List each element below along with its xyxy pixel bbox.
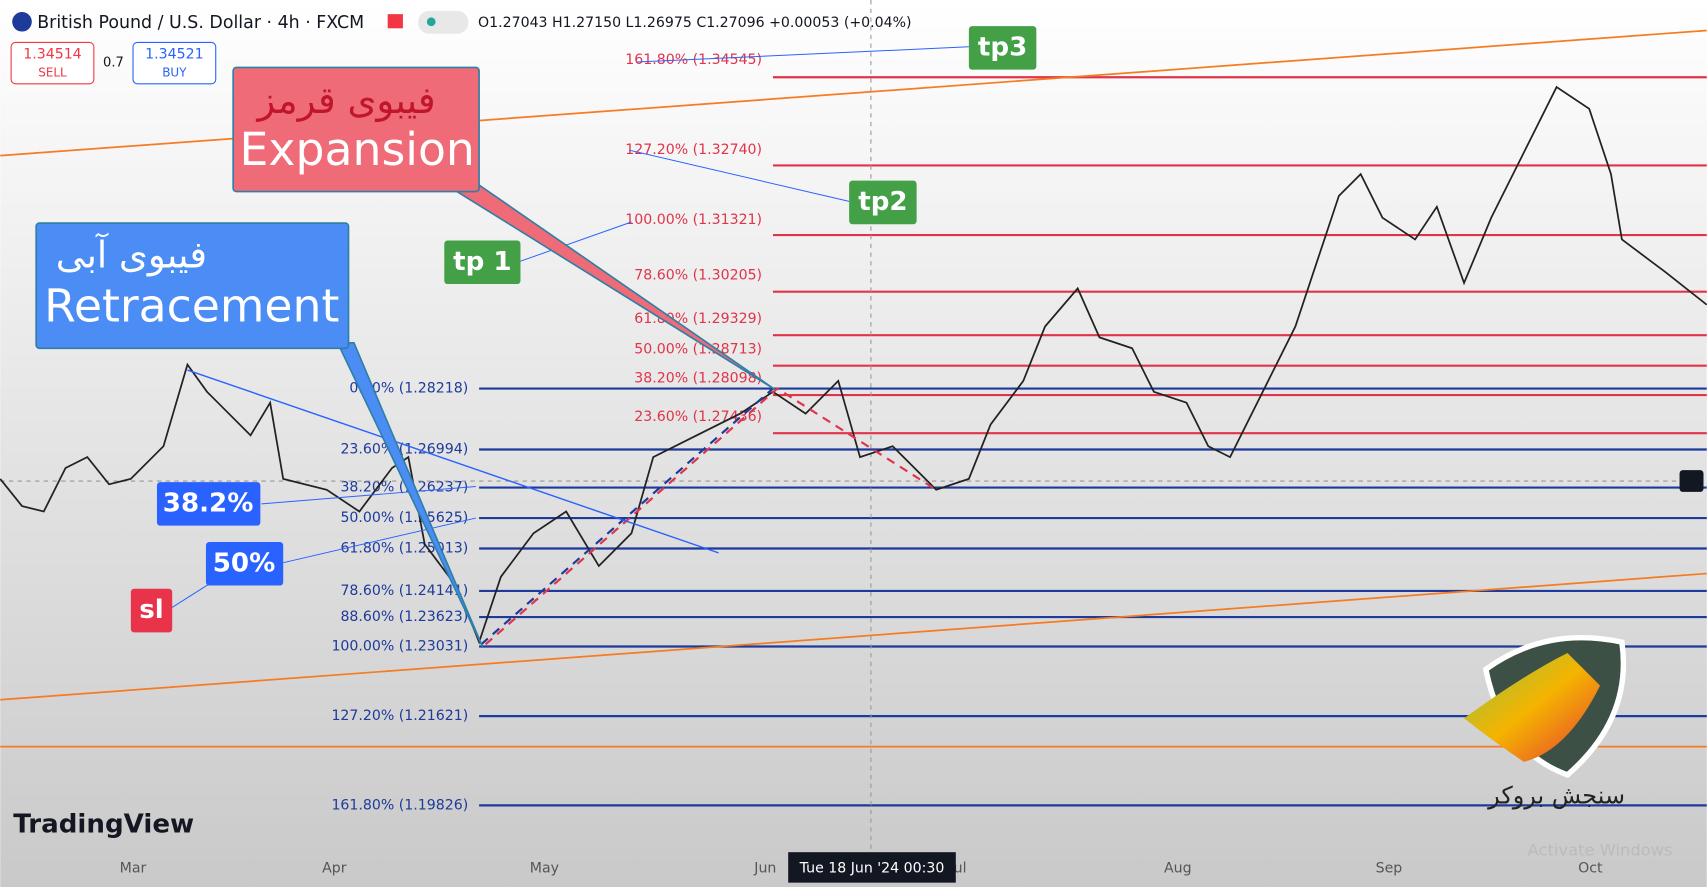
watermark: TradingView xyxy=(13,809,194,839)
retracement-label: 50.00% (1.25625) xyxy=(340,510,468,526)
flag-icon xyxy=(12,11,32,32)
x-tick-label: Oct xyxy=(1578,860,1603,876)
channel-bottom xyxy=(0,572,1707,701)
tag-tp3-text: tp3 xyxy=(978,32,1027,62)
status-dot xyxy=(426,17,436,27)
tag-tp2-text: tp2 xyxy=(858,187,907,217)
tag-tp1-text: tp 1 xyxy=(453,247,511,277)
expansion-callout xyxy=(232,66,480,193)
retracement-label: 100.00% (1.23031) xyxy=(331,638,468,654)
retracement-label: 23.60% (1.26994) xyxy=(340,441,468,457)
retracement-label: 61.80% (1.25013) xyxy=(340,541,468,557)
x-tick-label: Apr xyxy=(322,860,347,876)
logo-fox xyxy=(1464,653,1601,762)
retracement-label: 78.60% (1.24141) xyxy=(340,583,468,599)
crosshair-label-bg xyxy=(788,852,956,883)
tag-50-text: 50% xyxy=(213,548,275,578)
expansion-label: 100.00% (1.31321) xyxy=(625,212,762,228)
buy-label: BUY xyxy=(162,65,187,79)
spread: 0.7 xyxy=(103,56,124,71)
retracement-label: 88.60% (1.23623) xyxy=(340,609,468,625)
buy-button[interactable] xyxy=(132,41,217,85)
tag-tp1 xyxy=(444,240,521,285)
expansion-label: 23.60% (1.27436) xyxy=(634,409,762,425)
crosshair-label: Tue 18 Jun '24 00:30 xyxy=(799,860,945,876)
x-tick-label: May xyxy=(530,860,559,876)
retracement-label: 38.20% (1.26237) xyxy=(340,480,468,496)
expansion-persian: فیبوی قرمز xyxy=(255,79,435,122)
symbol: British Pound / U.S. Dollar · 4h · FXCM xyxy=(37,13,364,33)
retracement-english: Retracement xyxy=(44,280,339,333)
tag-sl-text: sl xyxy=(139,595,164,625)
flag xyxy=(387,14,403,29)
tag-50 xyxy=(205,541,284,586)
expansion-english: Expansion xyxy=(240,123,475,176)
connectors xyxy=(168,46,969,610)
x-tick-label: Jun xyxy=(753,860,776,876)
retracement-persian: فیبوی آبی xyxy=(56,232,207,276)
expansion-anchor xyxy=(484,387,937,646)
crosshair-button[interactable] xyxy=(1679,470,1704,492)
retracement-label: 127.20% (1.21621) xyxy=(331,708,468,724)
retracement-anchor xyxy=(480,387,774,646)
x-axis: Mar Apr May Jun Jul Aug Sep Oct xyxy=(120,860,1603,876)
tag-382 xyxy=(156,482,261,526)
trendline xyxy=(187,369,719,554)
price-path xyxy=(0,85,1707,645)
logo-text: سنجش بروکر xyxy=(1487,782,1625,810)
ohlc: O1.27043 H1.27150 L1.26975 C1.27096 +0.0… xyxy=(478,15,912,31)
sell-button[interactable] xyxy=(10,41,95,85)
expansion-label: 127.20% (1.32740) xyxy=(625,142,762,158)
x-tick-label: Sep xyxy=(1376,860,1403,876)
tag-382-text: 38.2% xyxy=(163,488,254,518)
retracement-callout xyxy=(35,222,350,350)
status-pill xyxy=(418,10,469,34)
x-tick-label: Mar xyxy=(120,860,147,876)
expansion-label: 38.20% (1.28098) xyxy=(634,371,762,387)
sell-label: SELL xyxy=(38,65,67,79)
fib-levels: 161.80% (1.34545)127.20% (1.32740)100.00… xyxy=(331,52,1707,813)
retracement-label: 0.00% (1.28218) xyxy=(349,381,468,397)
buy-price: 1.34521 xyxy=(145,46,203,62)
os-notice: Activate Windows xyxy=(1528,841,1673,860)
tag-tp3 xyxy=(968,26,1037,70)
tag-sl xyxy=(130,588,173,633)
retracement-label: 161.80% (1.19826) xyxy=(331,797,468,813)
expansion-label: 50.00% (1.28713) xyxy=(634,341,762,357)
expansion-label: 78.60% (1.30205) xyxy=(634,267,762,283)
x-tick-label: Aug xyxy=(1164,860,1192,876)
tag-tp2 xyxy=(849,180,917,225)
sell-price: 1.34514 xyxy=(23,46,81,62)
